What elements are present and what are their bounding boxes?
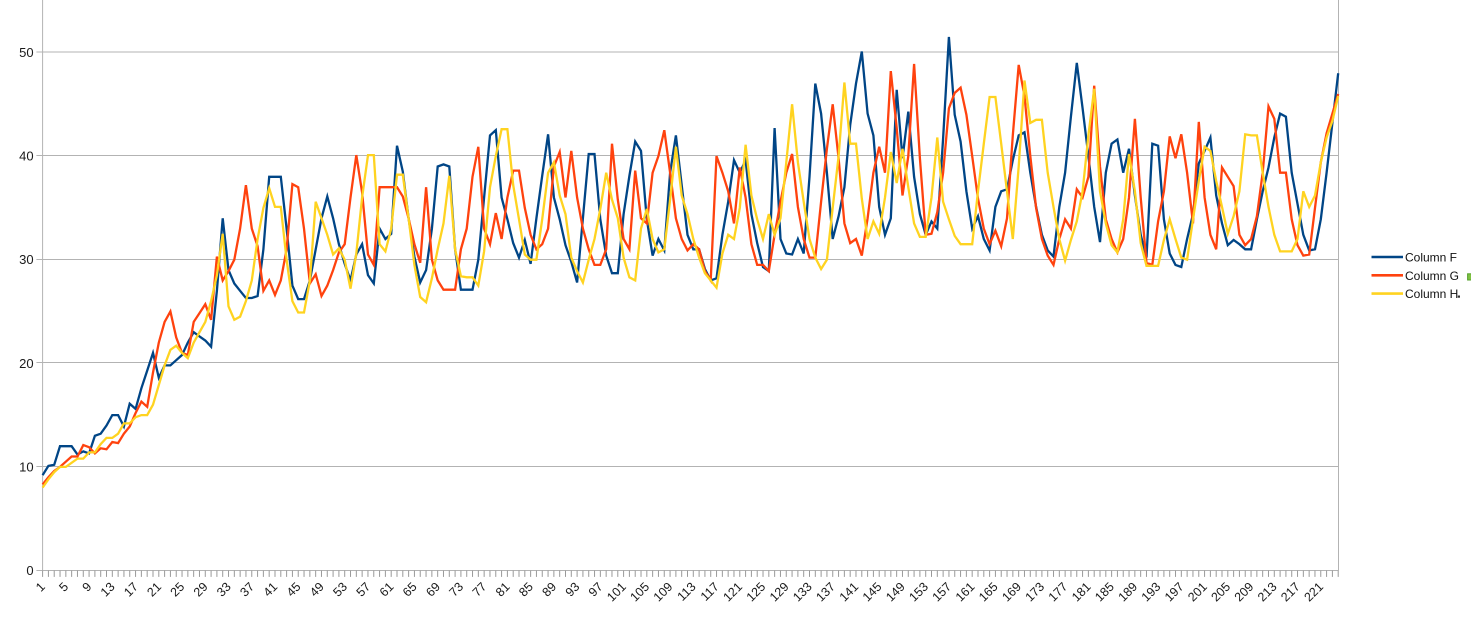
svg-text:65: 65 [400,580,420,600]
svg-text:217: 217 [1278,580,1303,605]
svg-text:97: 97 [586,580,606,600]
svg-text:Column H: Column H [1405,287,1458,301]
svg-text:185: 185 [1092,580,1117,605]
svg-text:50: 50 [19,45,33,60]
svg-text:53: 53 [330,580,350,600]
svg-text:193: 193 [1139,580,1164,605]
svg-text:17: 17 [121,580,141,600]
svg-text:41: 41 [261,580,281,600]
svg-text:89: 89 [539,580,559,600]
svg-text:21: 21 [144,580,164,600]
svg-text:1: 1 [33,580,48,595]
svg-text:157: 157 [930,580,955,605]
svg-text:213: 213 [1255,580,1280,605]
svg-text:61: 61 [377,580,397,600]
svg-text:57: 57 [354,580,374,600]
svg-text:121: 121 [720,580,745,605]
svg-text:141: 141 [837,580,862,605]
svg-text:177: 177 [1046,580,1071,605]
svg-text:69: 69 [423,580,443,600]
svg-text:145: 145 [860,580,885,605]
svg-text:45: 45 [284,580,304,600]
svg-text:209: 209 [1232,580,1257,605]
svg-text:37: 37 [237,580,257,600]
svg-text:29: 29 [191,580,211,600]
svg-text:13: 13 [98,580,118,600]
svg-text:Column G: Column G [1405,269,1459,283]
svg-text:109: 109 [651,580,676,605]
svg-text:5: 5 [56,580,71,595]
svg-text:165: 165 [976,580,1001,605]
svg-text:133: 133 [790,580,815,605]
svg-text:149: 149 [883,580,908,605]
svg-text:9: 9 [80,580,95,595]
svg-text:73: 73 [446,580,466,600]
svg-text:25: 25 [168,580,188,600]
svg-text:197: 197 [1162,580,1187,605]
svg-text:189: 189 [1116,580,1141,605]
svg-text:201: 201 [1185,580,1210,605]
svg-text:153: 153 [906,580,931,605]
svg-text:161: 161 [953,580,978,605]
svg-text:113: 113 [675,580,699,604]
svg-text:129: 129 [767,580,792,605]
svg-text:101: 101 [604,580,629,605]
svg-text:93: 93 [563,580,583,600]
svg-text:205: 205 [1208,580,1233,605]
svg-text:40: 40 [19,149,33,164]
svg-text:49: 49 [307,580,327,600]
svg-text:20: 20 [19,356,33,371]
svg-text:117: 117 [698,580,722,604]
svg-text:221: 221 [1301,580,1326,605]
svg-text:181: 181 [1069,580,1094,605]
svg-text:105: 105 [627,580,652,605]
svg-text:77: 77 [470,580,490,600]
svg-text:10: 10 [19,459,33,474]
svg-text:85: 85 [516,580,536,600]
svg-text:0: 0 [26,563,33,578]
svg-text:81: 81 [493,580,513,600]
svg-text:Column F: Column F [1405,251,1457,265]
svg-text:173: 173 [1023,580,1048,605]
svg-text:125: 125 [744,580,769,605]
svg-text:137: 137 [813,580,838,605]
svg-text:33: 33 [214,580,234,600]
svg-text:30: 30 [19,252,33,267]
svg-text:169: 169 [999,580,1024,605]
